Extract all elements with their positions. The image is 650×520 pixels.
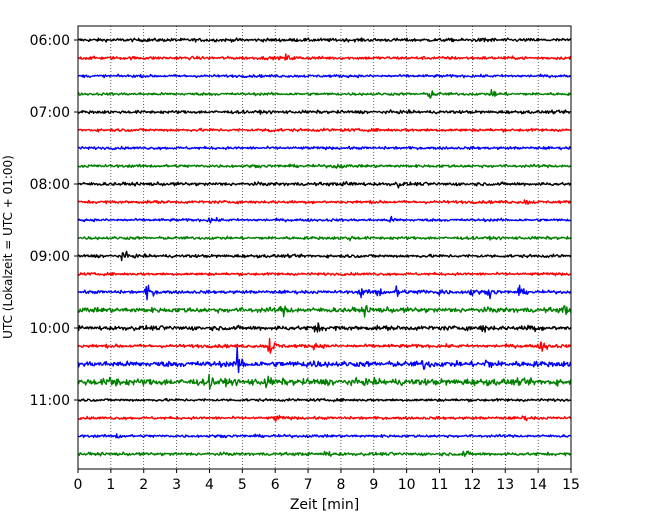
- x-tick-label: 7: [304, 477, 313, 493]
- x-tick-label: 11: [431, 477, 449, 493]
- trace-0845: [78, 235, 572, 242]
- x-tick-label: 14: [529, 477, 547, 493]
- trace-1030: [77, 346, 572, 374]
- x-tick-label: 10: [398, 477, 416, 493]
- y-tick-label: 08:00: [30, 177, 70, 193]
- trace-0645: [77, 89, 572, 99]
- x-tick-label: 4: [205, 477, 214, 493]
- trace-0715: [77, 127, 571, 133]
- trace-0915: [77, 271, 572, 277]
- plot-frame: [77, 25, 572, 470]
- y-tick-label: 11:00: [30, 393, 70, 409]
- x-tick-label: 0: [74, 477, 83, 493]
- trace-1045: [77, 373, 572, 390]
- trace-1130: [77, 433, 572, 439]
- trace-0830: [77, 215, 572, 224]
- trace-1115: [77, 414, 572, 422]
- trace-0600: [77, 37, 572, 43]
- trace-0730: [78, 145, 572, 151]
- trace-0815: [77, 199, 572, 205]
- trace-1015: [77, 337, 572, 354]
- y-tick-label: 07:00: [30, 105, 70, 121]
- y-axis-ticks: 06:00 07:00 08:00 09:00 10:00 11:00: [30, 33, 78, 409]
- seismic-traces: [77, 37, 572, 457]
- gridlines: [110, 26, 539, 469]
- x-tick-label: 13: [496, 477, 514, 493]
- x-axis-ticks: 0 1 2 3 4 5 6 7 8 9 10 11 12 13 14 15: [74, 469, 580, 493]
- trace-1100: [77, 397, 572, 403]
- x-tick-label: 8: [336, 477, 345, 493]
- trace-0615: [77, 53, 572, 61]
- x-tick-label: 9: [369, 477, 378, 493]
- x-tick-label: 12: [463, 477, 481, 493]
- trace-1145: [77, 450, 572, 457]
- trace-0930: [77, 284, 572, 301]
- y-tick-label: 10:00: [30, 321, 70, 337]
- x-tick-label: 3: [172, 477, 181, 493]
- trace-0745: [77, 163, 572, 169]
- trace-0945: [77, 305, 572, 318]
- trace-0800: [77, 180, 572, 189]
- x-tick-label: 15: [562, 477, 580, 493]
- x-tick-label: 2: [139, 477, 148, 493]
- x-tick-label: 1: [106, 477, 115, 493]
- trace-0900: [77, 250, 572, 262]
- trace-1000: [77, 322, 572, 333]
- trace-0700: [77, 109, 572, 115]
- y-tick-label: 06:00: [30, 33, 70, 49]
- x-axis-label: Zeit [min]: [290, 497, 359, 513]
- y-axis-label: UTC (Lokalzeit = UTC + 01:00): [1, 155, 15, 339]
- x-tick-label: 5: [238, 477, 247, 493]
- x-tick-label: 6: [271, 477, 280, 493]
- y-tick-label: 09:00: [30, 249, 70, 265]
- trace-0630: [77, 73, 572, 79]
